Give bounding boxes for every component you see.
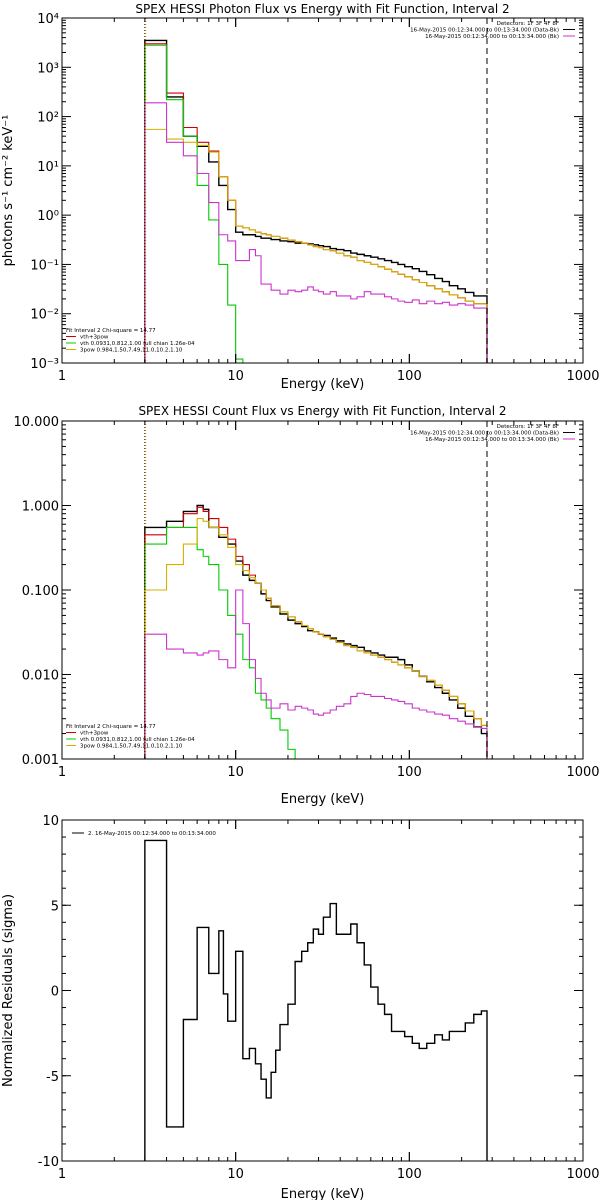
x-tick-label: 1 [58,765,66,780]
legend-bottom-left-text: Fit Interval 2 Chi-square = 14.77 [66,328,156,334]
x-tick-label: 1000 [566,765,599,780]
chart-title: SPEX HESSI Count Flux vs Energy with Fit… [138,404,506,418]
y-tick-label: 0.001 [22,753,59,768]
y-tick-label: 10³ [37,61,59,76]
x-tick-label: 1000 [566,369,599,384]
y-tick-label: 10⁻¹ [30,258,59,273]
legend-top-right-text: 16-May-2015 00:12:34.000 to 00:13:34.000… [425,437,559,443]
y-tick-label: 0.010 [22,669,59,684]
y-tick-label: 10⁴ [37,12,59,27]
y-tick-label: 10⁻² [30,308,59,323]
legend-bottom-left-text: vth 0.0931,0.812,1.00 full chian 1.26e-0… [80,737,195,743]
y-axis-label: photons s⁻¹ cm⁻² keV⁻¹ [1,115,16,267]
x-axis-label: Energy (keV) [281,1187,365,1200]
y-tick-label: 1.000 [22,500,59,515]
plot-frame [61,17,584,364]
series-line-vth [144,526,487,759]
legend-bottom-left-text: vth 0.0931,0.812,1.00 full chian 1.26e-0… [80,341,195,347]
y-tick-label: -5 [46,1070,59,1085]
x-axis-label: Energy (keV) [281,377,365,392]
x-tick-label: 10 [227,765,244,780]
y-tick-label: 5 [51,899,59,914]
y-tick-label: 10² [37,111,59,126]
y-tick-label: 0 [51,985,59,1000]
series-line-residuals [144,839,488,1161]
y-tick-label: 10⁰ [37,209,59,224]
legend-bottom-left-text: vth+3pow [80,731,109,737]
legend-bottom-left-text: 3pow 0.984,1.50,7.49,11.0,10.2,1.10 [80,744,183,750]
x-axis-label: Energy (keV) [281,792,365,807]
photon-flux-panel: SPEX HESSI Photon Flux vs Energy with Fi… [1,2,600,392]
y-tick-label: -10 [38,1155,59,1170]
legend-top-right-text: 16-May-2015 00:12:34.000 to 00:13:34.000… [425,34,559,40]
series-line-vth [144,44,487,363]
y-tick-label: 10 [42,814,59,829]
legend-bottom-left-text: 3pow 0.984,1.50,7.49,11.0,10.2,1.10 [80,348,183,354]
legend-top-right-text: Detectors: 1F 3F 4F 8F [497,21,559,27]
series-group [144,39,488,363]
series-line-3pow [144,128,488,363]
y-tick-label: 10⁻³ [30,357,59,372]
legend-top-right-text: 16-May-2015 00:12:34.000 to 00:13:34.000… [410,28,559,34]
y-axis-label: Normalized Residuals (sigma) [1,894,16,1087]
x-tick-label: 1 [58,369,66,384]
series-line-3pow [144,518,488,759]
y-tick-label: 10.000 [14,415,60,430]
series-group [144,504,488,759]
chart-title: SPEX HESSI Photon Flux vs Energy with Fi… [135,2,509,16]
x-tick-label: 100 [397,369,422,384]
series-line-bk [144,589,488,759]
series-group [144,839,488,1161]
y-tick-label: 0.100 [22,584,59,599]
y-tick-label: 10¹ [37,160,59,175]
legend-bottom-left-text: Fit Interval 2 Chi-square = 14.77 [66,724,156,730]
x-tick-label: 100 [397,1167,422,1182]
residuals-panel: 1 10 100 1000 -10 -5 0 5 10 Energy (keV) Normalize… [1,814,600,1200]
legend-bottom-left-text: vth+3pow [80,335,109,341]
count-flux-panel: SPEX HESSI Count Flux vs Energy with Fit… [14,404,600,807]
legend-top-left-text: 2. 16-May-2015 00:12:34.000 to 00:13:34.… [88,831,216,837]
legend-top-right-text: 16-May-2015 00:12:34.000 to 00:13:34.000… [410,431,559,437]
legend-top-right-text: Detectors: 1F 3F 4F 8F [497,424,559,430]
x-tick-label: 10 [227,1167,244,1182]
series-line-bk [144,102,488,363]
x-tick-label: 1 [58,1167,66,1182]
x-tick-label: 10 [227,369,244,384]
x-tick-label: 1000 [566,1167,599,1182]
x-tick-label: 100 [397,765,422,780]
